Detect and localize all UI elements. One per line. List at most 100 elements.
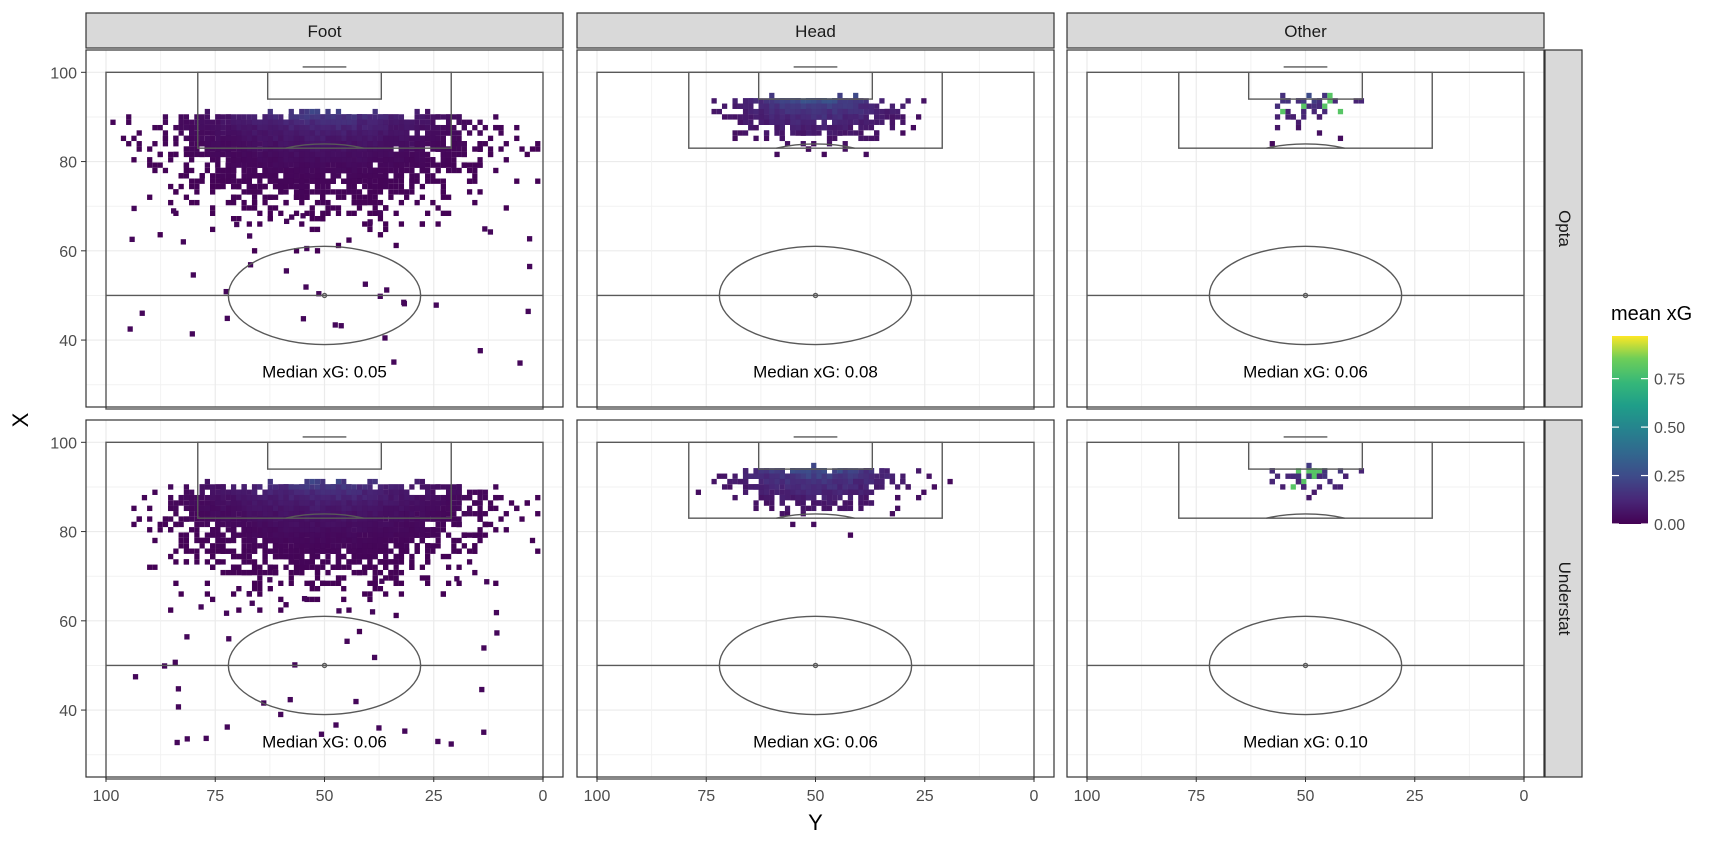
centre-circle (227, 245, 422, 346)
heat-tile (251, 586, 258, 592)
heat-tile (1285, 108, 1291, 115)
heat-tile (419, 119, 426, 125)
heat-tile (388, 189, 394, 195)
heat-tile (388, 146, 394, 152)
heat-tile (346, 157, 352, 163)
heat-tile (267, 114, 273, 120)
heat-tile (737, 103, 743, 109)
heat-tile (341, 146, 347, 152)
heat-tile (456, 130, 462, 136)
heat-tile (430, 532, 436, 538)
heat-tile (309, 216, 315, 222)
heat-tile (325, 114, 331, 120)
heat-tile (393, 242, 399, 249)
heat-tile (800, 103, 806, 109)
heat-tile (220, 146, 226, 152)
heat-tile (246, 511, 252, 517)
heat-tile (330, 521, 336, 528)
heat-tile (362, 151, 368, 158)
heat-tile (753, 98, 759, 104)
heat-tile (383, 559, 389, 565)
heat-tile (414, 108, 420, 115)
heat-tile (372, 146, 378, 152)
heat-tile (451, 135, 457, 142)
heat-tile (832, 114, 838, 120)
heat-tile (272, 119, 279, 125)
heat-tile (341, 114, 347, 120)
heat-tile (152, 162, 158, 168)
heat-tile (257, 119, 263, 125)
heat-tile (173, 511, 179, 517)
heat-tile (383, 489, 389, 495)
heat-tile (262, 135, 268, 142)
heat-tile (278, 162, 284, 168)
heat-tile (821, 114, 827, 120)
heat-tile (230, 548, 237, 554)
heat-tile (874, 130, 880, 136)
heat-tile (445, 162, 452, 168)
heat-tile (300, 213, 306, 219)
heat-tile (246, 114, 252, 120)
heat-tile (309, 564, 315, 570)
heat-tile (325, 157, 331, 163)
heat-tile (204, 494, 211, 501)
heat-tile (309, 151, 315, 158)
heat-tile (853, 114, 859, 120)
heat-tile (419, 146, 426, 152)
heat-tile (383, 157, 389, 163)
heat-tile (795, 114, 801, 120)
heat-tile (430, 516, 436, 522)
heat-tile (372, 564, 378, 570)
heat-tile (325, 119, 331, 125)
heat-tile (769, 92, 775, 99)
heat-tile (309, 124, 315, 131)
heat-tile (215, 157, 221, 163)
heat-tile (251, 194, 258, 200)
heat-tile (330, 564, 336, 570)
heat-tile (482, 226, 488, 232)
heat-tile (178, 119, 184, 125)
heat-tile (346, 173, 352, 179)
heat-tile (826, 135, 833, 142)
heat-tile (293, 553, 300, 560)
heat-tile (456, 146, 462, 152)
heat-tile (325, 124, 331, 131)
heat-tile (472, 173, 478, 179)
heat-tile (157, 527, 163, 533)
heat-tile (414, 162, 420, 168)
heat-tile (774, 108, 780, 115)
heat-tile (246, 548, 252, 554)
heat-tile (393, 178, 399, 184)
heat-tile (283, 146, 289, 152)
heat-tile (440, 178, 446, 184)
heat-tile (194, 141, 200, 147)
heat-tile (435, 167, 441, 174)
heat-tile (293, 189, 300, 195)
heat-tile (795, 108, 801, 115)
heat-tile (461, 146, 467, 152)
heat-tile (262, 183, 268, 190)
heat-tile (362, 141, 368, 147)
heat-tile (173, 189, 179, 195)
heat-tile (236, 124, 242, 131)
heat-tile (367, 178, 373, 184)
heat-tile (795, 124, 801, 131)
heat-tile (189, 151, 195, 158)
heat-tile (419, 167, 426, 174)
heat-tile (346, 114, 352, 120)
heat-tile (220, 178, 226, 184)
heat-tile (466, 494, 473, 501)
heat-tile (800, 124, 806, 131)
heat-tile (267, 537, 273, 544)
heat-tile (267, 141, 273, 147)
median-xg-label: Median xG: 0.08 (753, 362, 878, 381)
heat-tile (377, 183, 384, 190)
heat-tile (288, 146, 294, 152)
heat-tile (241, 157, 247, 163)
heat-tile (325, 162, 331, 168)
heat-tile (1337, 108, 1344, 115)
heat-tile (748, 103, 754, 109)
heat-tile (278, 124, 284, 131)
heat-tile (805, 108, 812, 115)
heat-tile (162, 521, 169, 528)
